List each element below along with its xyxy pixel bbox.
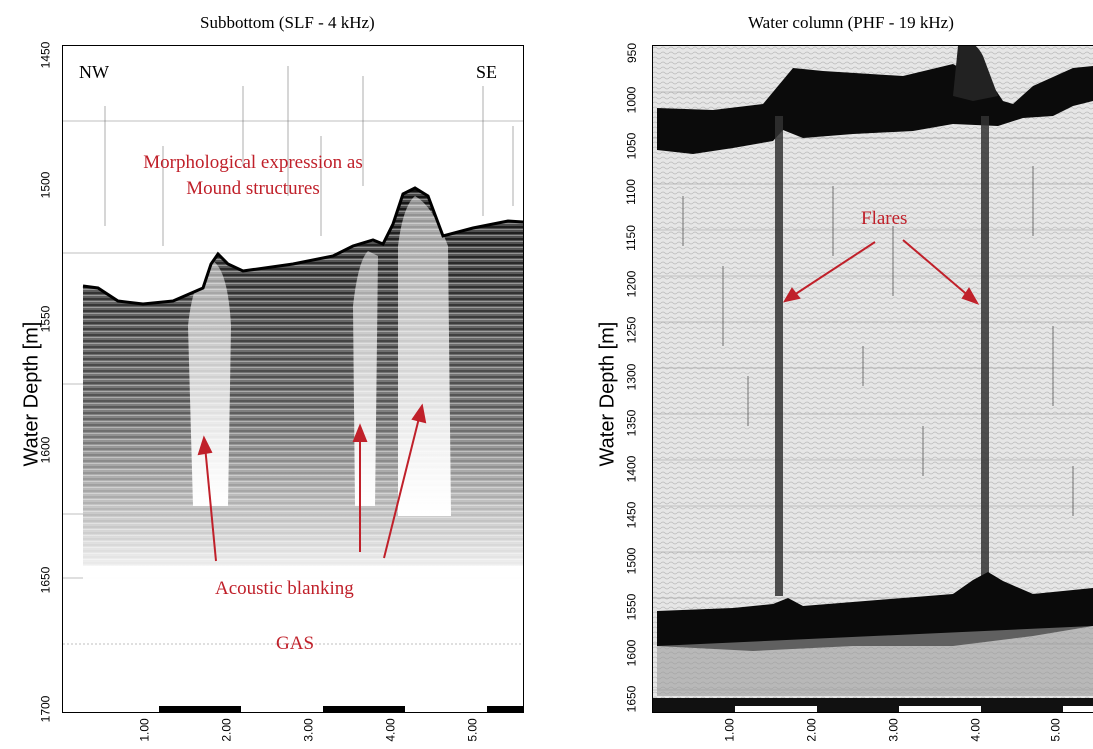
direction-se: SE xyxy=(476,62,498,82)
acoustic-blanking-label: Acoustic blanking xyxy=(215,578,354,599)
right-y-tick: 1200 xyxy=(624,270,639,298)
left-scale-bar xyxy=(63,706,523,712)
left-y-tick: 1650 xyxy=(38,566,53,594)
flare-left xyxy=(775,116,783,596)
left-x-tick: 3.00 xyxy=(301,718,316,742)
right-y-tick: 1400 xyxy=(624,455,639,483)
right-y-tick: 1650 xyxy=(624,685,639,713)
right-y-tick: 1350 xyxy=(624,409,639,437)
trace-noise xyxy=(104,66,514,246)
right-x-tick: 2.00 xyxy=(804,718,819,742)
right-scale-bar xyxy=(653,698,1093,712)
left-x-tick: 4.00 xyxy=(383,718,398,742)
mound-annotation-line1: Morphological expression as xyxy=(143,152,363,173)
left-echogram-svg xyxy=(63,66,523,645)
right-water-column-profile: Flares xyxy=(652,45,1093,713)
gas-label: GAS xyxy=(276,633,315,654)
left-x-tick: 5.00 xyxy=(465,718,480,742)
right-y-tick: 1450 xyxy=(624,501,639,529)
left-y-tick: 1500 xyxy=(38,171,53,199)
left-y-tick: 1450 xyxy=(38,41,53,69)
right-y-tick: 1000 xyxy=(624,86,639,114)
left-y-tick: 1700 xyxy=(38,695,53,723)
right-echogram-svg xyxy=(653,46,1093,712)
left-panel-title: Subbottom (SLF - 4 kHz) xyxy=(200,13,375,32)
right-y-tick: 1050 xyxy=(624,132,639,160)
right-x-tick: 1.00 xyxy=(722,718,737,742)
flare-right xyxy=(981,116,989,596)
direction-nw: NW xyxy=(79,62,109,82)
water-column-speckle xyxy=(682,166,1074,516)
blanking-zone-2 xyxy=(353,251,378,506)
left-x-tick: 1.00 xyxy=(137,718,152,742)
mound-annotation: Morphological expression as Mound struct… xyxy=(103,152,403,200)
blanking-arrows xyxy=(197,403,427,562)
upper-reflector-peak xyxy=(953,46,998,101)
right-y-tick: 950 xyxy=(625,42,640,64)
left-y-tick: 1600 xyxy=(38,436,53,464)
seabed-reflector xyxy=(82,186,523,306)
blanking-zone-3 xyxy=(398,196,451,516)
right-y-tick: 1100 xyxy=(623,179,638,205)
right-x-tick: 4.00 xyxy=(968,718,983,742)
sub-seabed-noise xyxy=(657,626,1093,696)
right-x-tick: 3.00 xyxy=(886,718,901,742)
flares-label: Flares xyxy=(861,208,908,229)
left-x-tick: 2.00 xyxy=(219,718,234,742)
right-y-tick: 1550 xyxy=(624,593,639,621)
blanking-zone-1 xyxy=(188,261,231,506)
right-y-tick: 1300 xyxy=(624,363,639,391)
right-y-tick: 1600 xyxy=(624,639,639,667)
left-subbottom-profile: NW SE Morphological expression as Mound … xyxy=(62,45,524,713)
right-y-tick: 1500 xyxy=(624,547,639,575)
right-y-tick: 1250 xyxy=(624,316,639,344)
mound-annotation-line2: Mound structures xyxy=(186,178,320,199)
right-y-tick: 1150 xyxy=(623,225,638,251)
right-y-axis-label: Water Depth [m] xyxy=(596,321,619,467)
right-x-tick: 5.00 xyxy=(1048,718,1063,742)
flare-arrows xyxy=(782,239,980,305)
left-y-tick: 1550 xyxy=(38,305,53,333)
right-panel-title: Water column (PHF - 19 kHz) xyxy=(748,13,954,32)
